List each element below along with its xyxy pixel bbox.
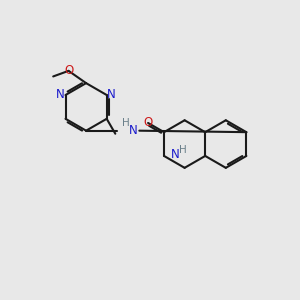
Text: N: N: [128, 124, 137, 137]
Text: N: N: [56, 88, 65, 101]
Text: O: O: [64, 64, 73, 77]
Text: N: N: [171, 148, 179, 161]
Text: H: H: [179, 145, 187, 155]
Text: N: N: [107, 88, 116, 101]
Text: H: H: [122, 118, 130, 128]
Text: O: O: [143, 116, 153, 130]
